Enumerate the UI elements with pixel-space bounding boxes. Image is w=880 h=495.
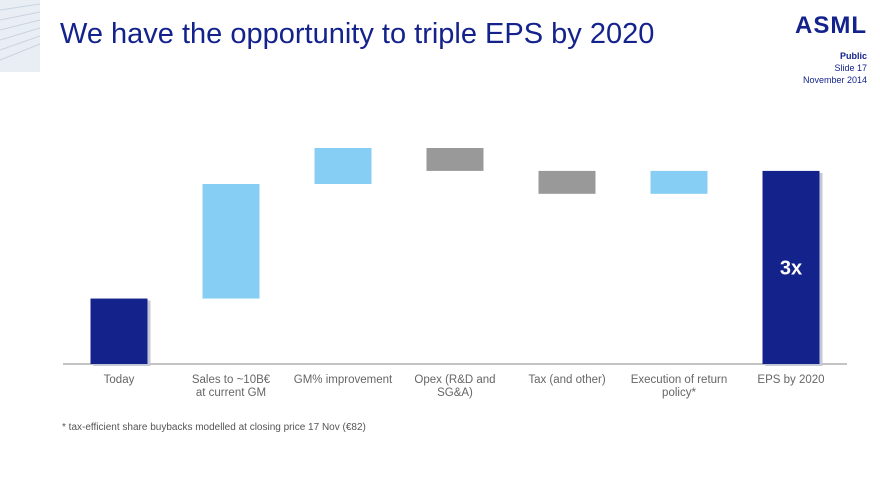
x-tick-label: EPS by 2020 [757, 374, 824, 386]
slide-meta: Public Slide 17 November 2014 [803, 50, 867, 86]
classification-label: Public [839, 51, 867, 61]
asml-logo: ASML [795, 12, 867, 39]
slide-date: November 2014 [802, 75, 867, 85]
bar-label: 3x [780, 257, 802, 279]
x-tick-label: GM% improvement [294, 374, 393, 386]
x-tick-label: Execution of return policy* [631, 374, 728, 399]
page-title: We have the opportunity to triple EPS by… [60, 18, 655, 50]
slide-number: Slide 17 [834, 63, 867, 73]
bar-6 [762, 170, 820, 364]
x-tick-label: Opex (R&D and SG&A) [414, 374, 495, 399]
bar-5 [650, 170, 708, 194]
bar-4 [538, 170, 596, 194]
corner-stripes [0, 0, 40, 72]
bar-3 [426, 148, 484, 171]
bar-0 [90, 298, 148, 364]
bar-2 [314, 148, 372, 184]
bar-1 [202, 184, 260, 299]
x-tick-label: Tax (and other) [528, 374, 606, 386]
x-tick-label: Today [104, 374, 135, 386]
footnote: * tax-efficient share buybacks modelled … [62, 422, 366, 433]
x-tick-label: Sales to ~10B€ at current GM [192, 374, 271, 399]
